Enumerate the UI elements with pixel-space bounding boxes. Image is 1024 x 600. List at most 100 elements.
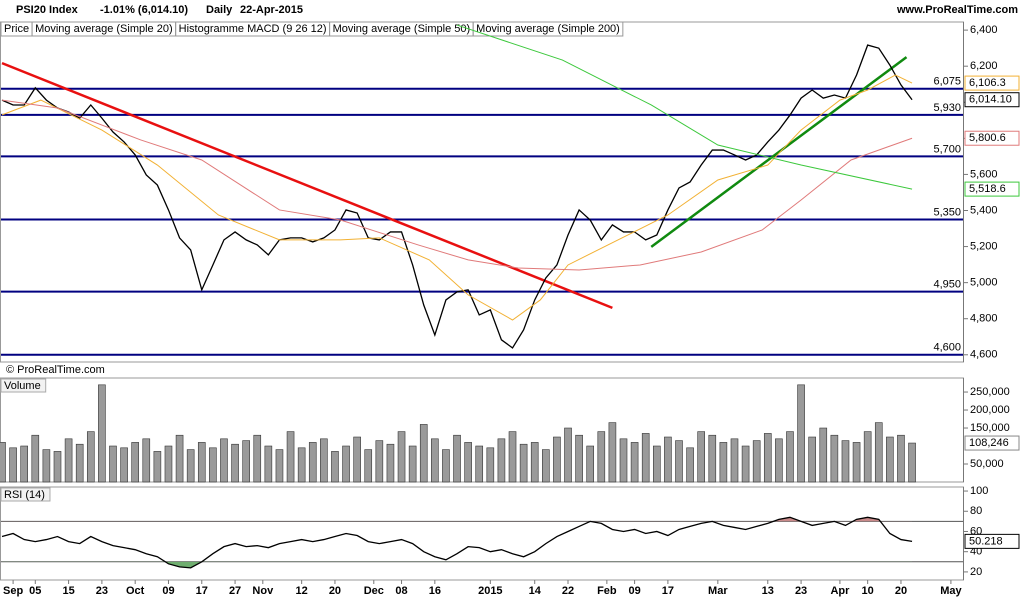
volume-bar	[153, 451, 162, 483]
volume-bar	[308, 442, 317, 483]
x-tick-label: 20	[895, 585, 907, 597]
volume-bar	[652, 445, 661, 483]
volume-bar	[386, 443, 395, 483]
panel-title-box	[0, 487, 51, 502]
volume-bar	[264, 445, 273, 483]
y-tick-label: 200,000	[970, 404, 1010, 416]
volume-bar	[630, 442, 639, 483]
volume-bar	[286, 431, 295, 483]
x-tick-label: 14	[529, 585, 542, 597]
volume-bar	[253, 434, 262, 483]
series-line	[1, 99, 913, 271]
period: Daily	[206, 4, 233, 16]
volume-bar	[641, 433, 650, 483]
volume-bar	[53, 451, 62, 483]
x-tick-label: 10	[862, 585, 874, 597]
volume-bar	[442, 449, 450, 483]
volume-bar	[42, 449, 51, 483]
volume-bar	[908, 442, 916, 483]
level-label: 5,700	[933, 143, 961, 155]
volume-bar	[64, 438, 73, 483]
panel-title-box	[0, 378, 47, 393]
legend-entry: Moving average (Simple 200)	[476, 23, 620, 35]
volume-bar	[375, 440, 384, 483]
volume-bar	[220, 438, 228, 483]
last-value-label: 108,246	[969, 437, 1009, 449]
volume-bar	[752, 440, 761, 483]
x-tick-label: 09	[628, 585, 640, 597]
x-tick-label: 23	[795, 585, 807, 597]
volume-bar	[530, 442, 539, 483]
x-tick-label: Oct	[126, 585, 145, 597]
x-tick-label: 13	[762, 585, 774, 597]
volume-bar	[763, 433, 772, 483]
volume-bar	[664, 436, 672, 483]
level-label: 5,350	[933, 206, 961, 218]
change: -1.01% (6,014.10)	[100, 4, 188, 16]
y-tick-label: 5,200	[970, 240, 998, 252]
volume-bar	[164, 445, 173, 483]
y-tick-label: 6,200	[970, 60, 998, 72]
x-tick-label: Nov	[252, 585, 274, 597]
x-tick-label: Dec	[364, 585, 384, 597]
x-tick-label: 22	[562, 585, 574, 597]
volume-bar	[9, 447, 17, 483]
panel-frame	[0, 486, 964, 581]
volume-bar	[619, 438, 628, 483]
volume-bar	[408, 445, 417, 483]
volume-bar	[542, 449, 550, 483]
volume-bar	[697, 431, 705, 483]
volume-bar	[109, 445, 117, 483]
volume-bar	[464, 442, 472, 483]
volume-bar	[197, 442, 206, 483]
volume-bar	[808, 436, 816, 483]
volume-bar	[297, 447, 306, 483]
last-value-label: 5,518.6	[969, 183, 1006, 195]
volume-bar	[320, 438, 328, 483]
level-label: 4,600	[933, 342, 961, 354]
copyright: © ProRealTime.com	[6, 364, 105, 376]
x-tick-label: 17	[196, 585, 208, 597]
volume-bar	[741, 445, 750, 483]
volume-bar	[508, 431, 517, 483]
last-value-box	[964, 75, 1020, 91]
volume-bar	[886, 436, 894, 483]
volume-bar	[475, 445, 484, 483]
x-tick-label: 08	[395, 585, 407, 597]
volume-bar	[874, 422, 883, 483]
volume-bar	[275, 449, 284, 483]
site: www.ProRealTime.com	[896, 4, 1018, 16]
y-tick-label: 150,000	[970, 422, 1010, 434]
volume-bar	[242, 440, 250, 483]
volume-bar	[353, 436, 361, 483]
legend-entry: Moving average (Simple 50)	[333, 23, 471, 35]
last-value-box	[964, 533, 1020, 549]
volume-bar	[719, 442, 728, 483]
y-tick-label: 6,400	[970, 24, 998, 36]
legend-box	[472, 21, 624, 37]
last-value-box	[964, 130, 1020, 146]
panel-frame	[0, 21, 964, 363]
y-tick-label: 4,600	[970, 349, 998, 361]
volume-bar	[98, 384, 106, 483]
y-tick-label: 5,400	[970, 204, 998, 216]
x-tick-label: 15	[62, 585, 74, 597]
legend-entry: Moving average (Simple 20)	[35, 23, 173, 35]
volume-bar	[142, 438, 151, 483]
volume-bar	[342, 445, 350, 483]
y-tick-label: 250,000	[970, 386, 1010, 398]
level-label: 6,075	[933, 76, 961, 88]
x-tick-label: 27	[229, 585, 241, 597]
volume-bar	[209, 447, 217, 483]
series-line	[1, 516, 913, 569]
x-tick-label: 09	[162, 585, 174, 597]
panel-title: RSI (14)	[4, 489, 45, 501]
x-tick-label: 17	[662, 585, 674, 597]
volume-bar	[830, 434, 839, 483]
volume-bar	[186, 449, 195, 483]
volume-bar	[31, 434, 40, 483]
volume-bar	[841, 440, 850, 483]
x-tick-label: May	[940, 585, 962, 597]
volume-bar	[897, 434, 905, 483]
